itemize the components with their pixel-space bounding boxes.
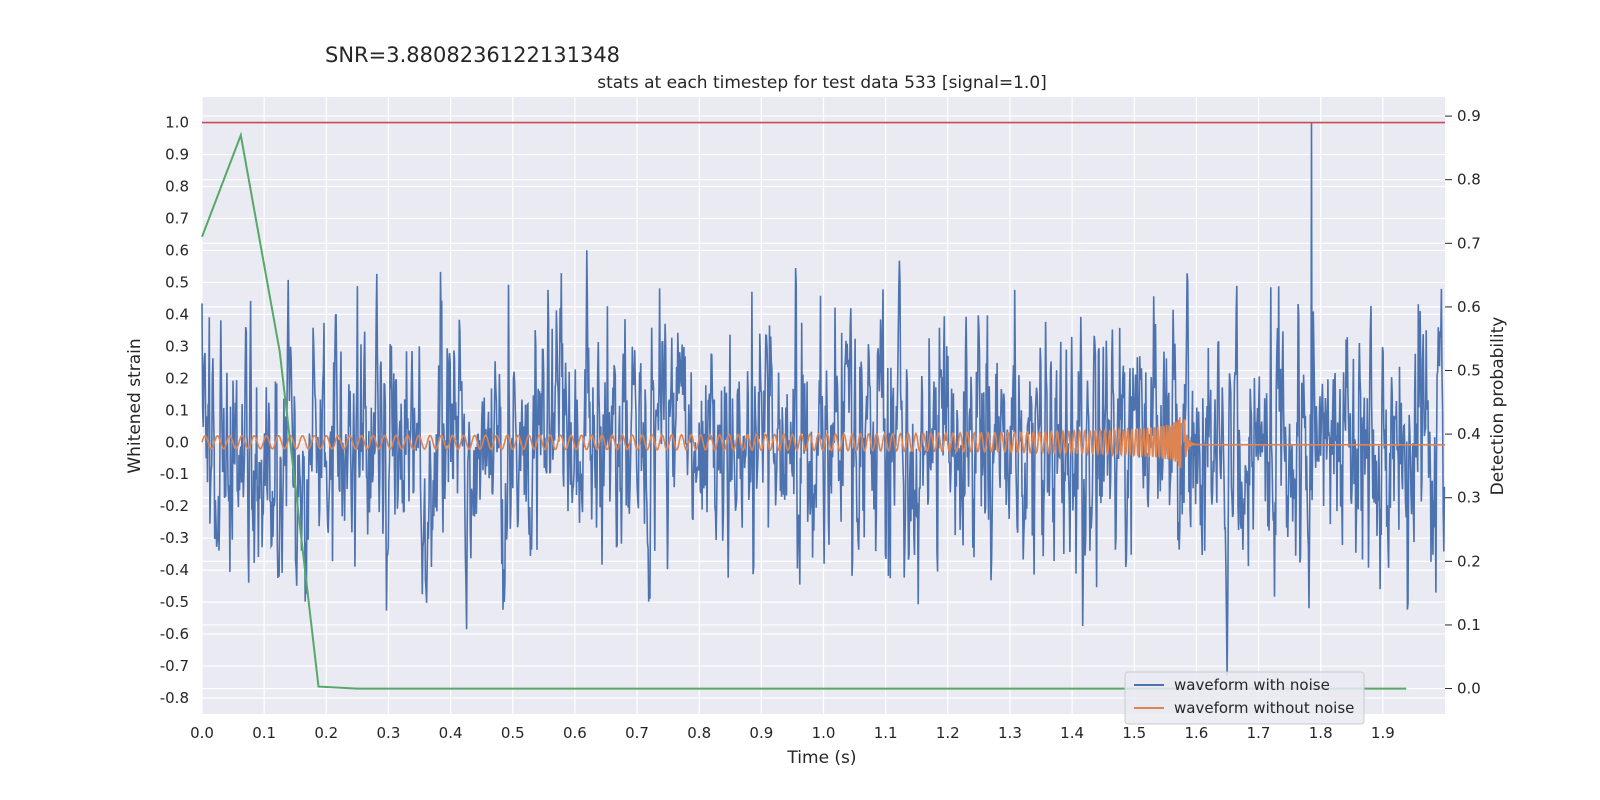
x-axis-ticks: 0.0 0.1 0.2 0.3 0.4 0.5 0.6 0.7 0.8 0.9 1.0 1.1 1.2 1… bbox=[190, 724, 1395, 742]
right-y-tick-label: 0.8 bbox=[1457, 171, 1481, 189]
left-y-tick-label: 0.1 bbox=[165, 401, 189, 419]
chart-suptitle: SNR=3.8808236122131348 bbox=[325, 43, 620, 67]
y-axis-label-right: Detection probability bbox=[1488, 317, 1508, 496]
right-y-tick-label: 0.3 bbox=[1457, 489, 1481, 507]
series-waveform-with-noise bbox=[201, 122, 1446, 676]
x-tick-label: 1.6 bbox=[1184, 724, 1208, 742]
left-y-tick-label: -0.8 bbox=[160, 689, 189, 707]
x-tick-label: 1.4 bbox=[1060, 724, 1084, 742]
chart-title: stats at each timestep for test data 533… bbox=[597, 73, 1047, 93]
left-y-tick-label: -0.3 bbox=[160, 529, 189, 547]
right-y-tick-label: 0.9 bbox=[1457, 107, 1481, 125]
left-y-tick-label: -0.2 bbox=[160, 497, 189, 515]
left-y-tick-label: -0.5 bbox=[160, 593, 189, 611]
x-tick-label: 0.3 bbox=[377, 724, 401, 742]
left-y-tick-label: -0.7 bbox=[160, 657, 189, 675]
x-tick-label: 1.3 bbox=[998, 724, 1022, 742]
x-tick-label: 0.5 bbox=[501, 724, 525, 742]
right-y-tick-label: 0.2 bbox=[1457, 552, 1481, 570]
left-y-tick-label: 1.0 bbox=[165, 114, 189, 132]
x-tick-label: 1.8 bbox=[1309, 724, 1333, 742]
left-axis-ticks: 1.0 0.9 0.8 0.7 0.6 0.5 0.4 0.3 0.2 0.1 0.0 -0.1 -0.… bbox=[160, 114, 189, 707]
x-tick-label: 0.1 bbox=[252, 724, 276, 742]
left-y-tick-label: -0.6 bbox=[160, 625, 189, 643]
x-tick-label: 0.6 bbox=[563, 724, 587, 742]
series-waveform-without-noise bbox=[201, 417, 1445, 468]
left-y-tick-label: 0.4 bbox=[165, 305, 189, 323]
x-tick-label: 1.1 bbox=[874, 724, 898, 742]
y-axis-label-left: Whitened strain bbox=[125, 338, 145, 473]
x-tick-label: 0.0 bbox=[190, 724, 214, 742]
right-y-tick-label: 0.7 bbox=[1457, 234, 1481, 252]
left-y-tick-label: -0.1 bbox=[160, 465, 189, 483]
left-y-tick-label: 0.5 bbox=[165, 273, 189, 291]
left-y-tick-label: -0.4 bbox=[160, 561, 189, 579]
left-y-tick-label: 0.9 bbox=[165, 146, 189, 164]
legend-label-waveform-without-noise: waveform without noise bbox=[1174, 699, 1354, 717]
left-y-tick-label: 0.3 bbox=[165, 337, 189, 355]
legend-box bbox=[1124, 671, 1365, 725]
right-y-tick-label: 0.1 bbox=[1457, 616, 1481, 634]
left-y-tick-label: 0.0 bbox=[165, 433, 189, 451]
legend-label-waveform-with-noise: waveform with noise bbox=[1174, 676, 1330, 694]
x-tick-label: 0.9 bbox=[749, 724, 773, 742]
right-axis-ticks: 0.9 0.8 0.7 0.6 0.5 0.4 0.3 0.2 0.1 0.0 bbox=[1445, 107, 1481, 698]
x-tick-label: 1.2 bbox=[936, 724, 960, 742]
legend: waveform with noise waveform without noi… bbox=[1124, 671, 1365, 725]
x-tick-label: 0.4 bbox=[439, 724, 463, 742]
left-y-tick-label: 0.6 bbox=[165, 241, 189, 259]
x-tick-label: 0.2 bbox=[314, 724, 338, 742]
right-y-tick-label: 0.6 bbox=[1457, 298, 1481, 316]
x-tick-label: 1.7 bbox=[1247, 724, 1271, 742]
right-y-tick-label: 0.0 bbox=[1457, 680, 1481, 698]
x-tick-label: 0.7 bbox=[625, 724, 649, 742]
left-y-tick-label: 0.8 bbox=[165, 178, 189, 196]
left-y-tick-label: 0.7 bbox=[165, 209, 189, 227]
x-tick-label: 1.9 bbox=[1371, 724, 1395, 742]
left-y-tick-label: 0.2 bbox=[165, 369, 189, 387]
x-axis-label: Time (s) bbox=[786, 748, 856, 768]
right-y-tick-label: 0.4 bbox=[1457, 425, 1481, 443]
right-y-tick-label: 0.5 bbox=[1457, 362, 1481, 380]
x-tick-label: 0.8 bbox=[687, 724, 711, 742]
x-tick-label: 1.5 bbox=[1122, 724, 1146, 742]
x-tick-label: 1.0 bbox=[812, 724, 836, 742]
